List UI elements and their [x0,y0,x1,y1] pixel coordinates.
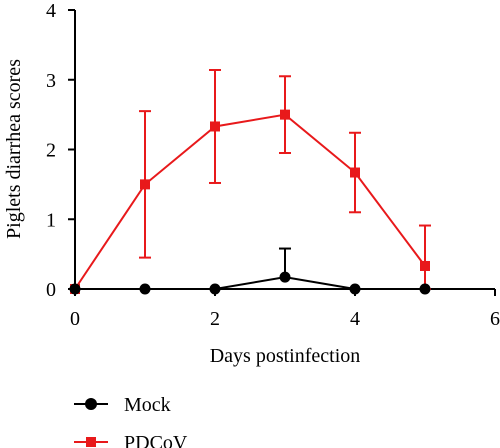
data-point [139,283,151,295]
x-tick-label: 6 [490,308,500,330]
x-tick-label: 4 [350,308,360,330]
legend-marker [85,398,97,410]
axes: 0 2 4 6 0 1 2 3 4 [46,0,500,330]
data-point [210,121,220,132]
y-tick-label: 2 [46,140,56,162]
data-point [419,283,431,295]
data-point [69,283,81,295]
data-point [140,179,150,190]
legend-label: PDCoV [124,432,188,448]
data-point [420,260,430,271]
series-line [74,113,426,290]
y-tick-label: 1 [46,209,56,231]
x-tick-label: 0 [70,308,80,330]
legend-item-mock: Mock [74,394,171,416]
y-tick-label: 0 [46,279,56,301]
data-point [350,167,360,178]
series-pdcov [70,68,431,294]
data-point [280,109,290,120]
x-axis-label: Days postinfection [210,345,361,367]
legend-item-pdcov: PDCoV [74,432,188,448]
series-layer [69,68,431,295]
x-tick-label: 2 [210,308,220,330]
series-mock [69,247,431,295]
series-line [75,276,425,290]
y-axis-label: Piglets diarrhea scores [3,59,25,239]
legend-label: Mock [124,394,171,416]
data-point [279,271,291,283]
legend-marker [86,437,96,447]
legend: Mock PDCoV [74,394,188,448]
y-tick-label: 3 [46,70,56,92]
y-tick-label: 4 [46,0,56,22]
data-point [209,283,221,295]
data-point [349,283,361,295]
